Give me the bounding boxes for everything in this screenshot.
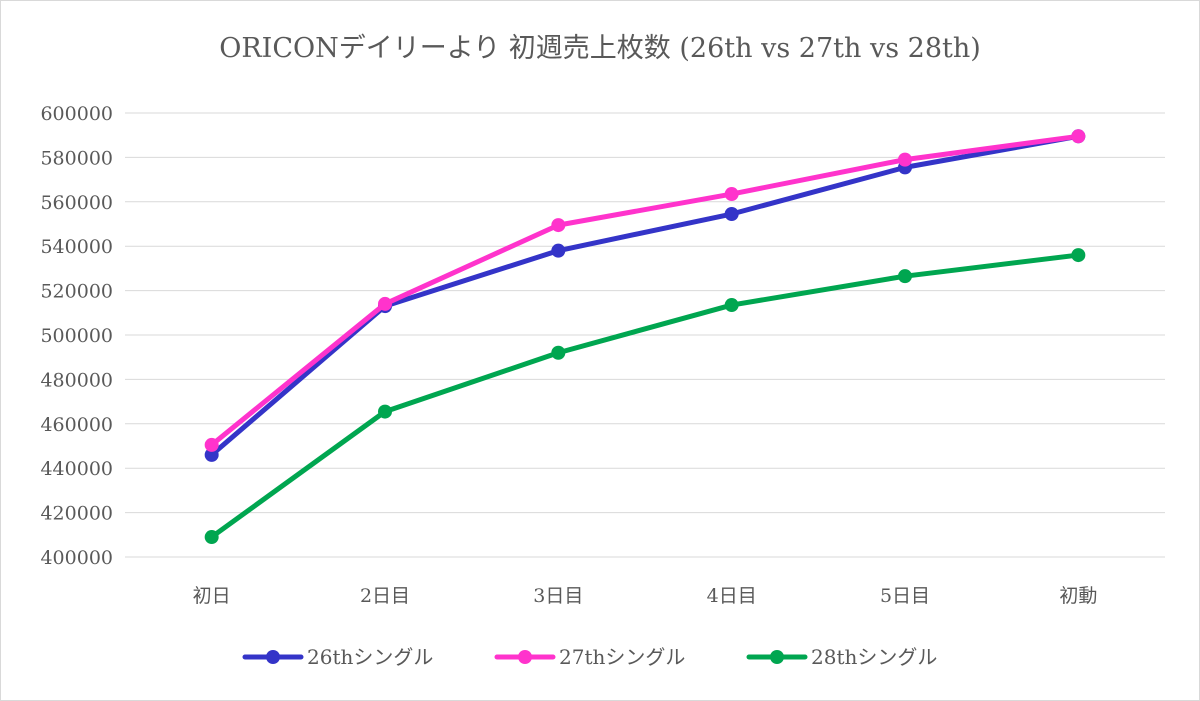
y-tick-label: 420000	[40, 503, 113, 525]
data-point	[1071, 129, 1086, 144]
data-point	[378, 296, 392, 311]
legend-label: 28thシングル	[811, 645, 937, 669]
x-axis-ticks: 初日 2日目 3日目 4日目 5日目 初動	[193, 585, 1098, 607]
x-tick-label: 4日目	[707, 585, 757, 607]
legend-swatch-marker	[770, 650, 784, 664]
data-point	[724, 207, 739, 222]
series-1	[204, 129, 1086, 462]
y-tick-label: 600000	[40, 103, 113, 125]
series-line	[209, 133, 1081, 458]
y-tick-label: 560000	[40, 192, 113, 214]
data-point	[898, 152, 912, 167]
legend-item: 26thシングル	[242, 645, 433, 669]
data-point	[724, 298, 739, 313]
data-point	[551, 218, 566, 233]
x-tick-label: 5日目	[880, 585, 930, 607]
data-point	[1071, 248, 1086, 263]
series-3	[204, 248, 1086, 545]
y-tick-label: 400000	[40, 547, 113, 569]
legend-swatch-marker	[518, 650, 532, 664]
legend-item: 27thシングル	[494, 645, 685, 669]
chart-title: ORICONデイリーより 初週売上枚数 (26th vs 27th vs 28t…	[219, 33, 981, 64]
data-point	[898, 269, 912, 284]
x-tick-label: 初日	[193, 585, 231, 607]
y-tick-label: 540000	[40, 236, 113, 258]
y-tick-label: 460000	[40, 414, 113, 436]
y-tick-label: 440000	[40, 458, 113, 480]
data-point	[204, 447, 219, 462]
y-axis-ticks: 400000 420000 440000 460000 480000 500000 5200…	[40, 103, 113, 569]
y-tick-label: 500000	[40, 325, 113, 347]
legend-label: 27thシングル	[559, 645, 685, 669]
data-point	[551, 345, 566, 360]
data-point	[204, 437, 219, 452]
data-point	[551, 243, 566, 258]
series-line	[209, 133, 1081, 448]
x-tick-label: 3日目	[533, 585, 583, 607]
legend-item: 28thシングル	[746, 645, 937, 669]
legend-label: 26thシングル	[307, 645, 433, 669]
series-2	[204, 129, 1086, 452]
x-tick-label: 2日目	[360, 585, 410, 607]
legend: 26thシングル 27thシングル 28thシングル	[242, 645, 937, 669]
data-point	[204, 530, 219, 545]
x-tick-label: 初動	[1059, 585, 1097, 607]
legend-swatch-marker	[266, 650, 280, 664]
y-tick-label: 520000	[40, 281, 113, 303]
y-tick-label: 580000	[40, 147, 113, 169]
gridlines	[125, 112, 1165, 558]
data-point	[378, 404, 392, 419]
data-point	[724, 187, 739, 202]
series-lines	[204, 129, 1086, 545]
y-tick-label: 480000	[40, 369, 113, 391]
series-line	[209, 252, 1081, 540]
